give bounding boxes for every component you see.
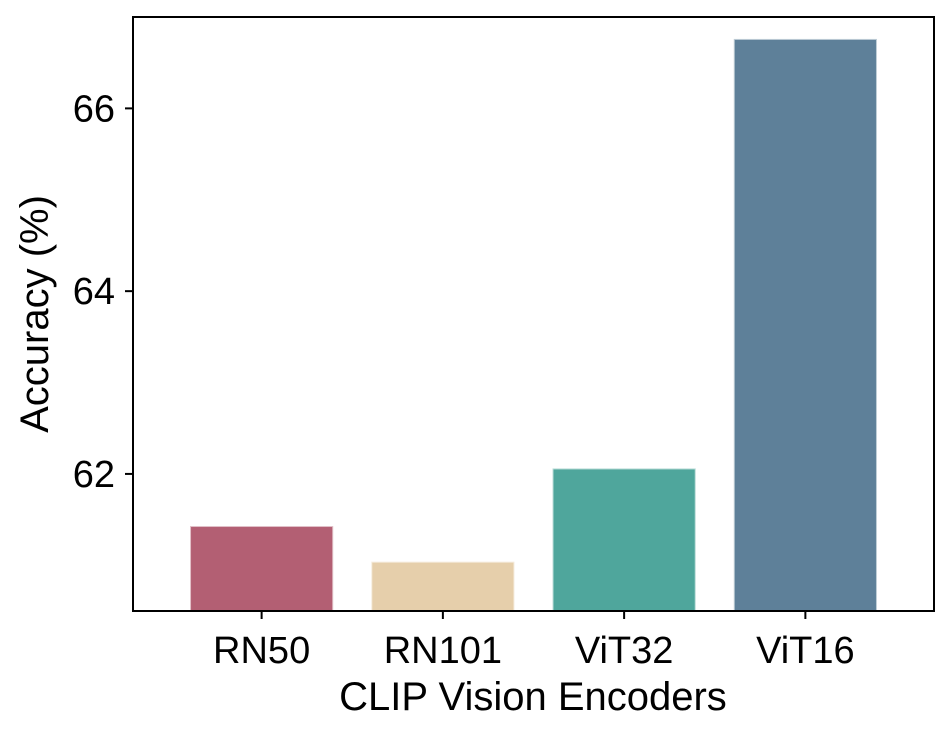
x-axis-title: CLIP Vision Encoders [339,675,727,719]
bar-vit16 [732,37,878,612]
x-tick-label: RN101 [384,630,502,672]
x-tick-label: ViT16 [756,630,855,672]
x-tick-label: RN50 [213,630,310,672]
y-axis-title: Accuracy (%) [13,195,57,433]
x-axis-ticks: RN50 RN101 ViT32 ViT16 [213,611,855,672]
y-tick-label: 62 [73,454,115,496]
y-axis-ticks: 62 64 66 [73,88,133,496]
bar-vit32 [551,467,697,612]
plot-frame [132,16,935,612]
y-tick-label: 66 [73,88,115,130]
bar-rn101 [370,560,516,612]
x-tick-label: ViT32 [575,630,674,672]
bar-rn50 [189,525,335,613]
bars-group [189,37,878,613]
y-tick-label: 64 [73,271,115,313]
